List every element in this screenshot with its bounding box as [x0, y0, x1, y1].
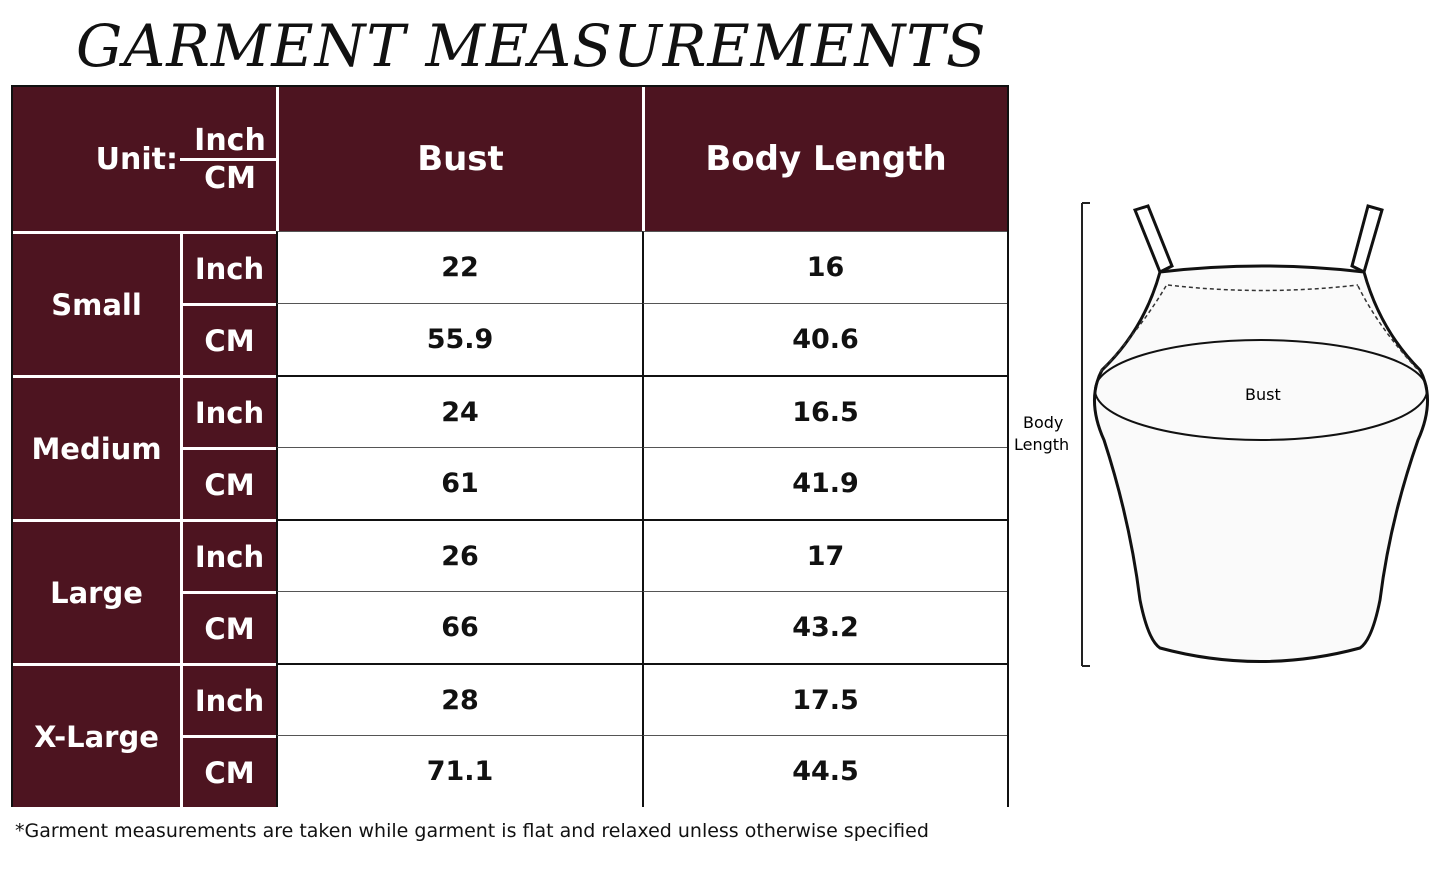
- unit-label: Unit:: [95, 141, 178, 177]
- bust-value: 22: [276, 231, 642, 303]
- bust-value: 66: [276, 591, 642, 663]
- unit-cell: CM: [180, 591, 276, 663]
- page-title: GARMENT MEASUREMENTS: [76, 12, 987, 80]
- unit-cm: CM: [204, 160, 256, 196]
- body-length-value: 16.5: [642, 375, 1007, 447]
- unit-cell: CM: [180, 735, 276, 807]
- bust-value: 61: [276, 447, 642, 519]
- unit-cell: Inch: [180, 375, 276, 447]
- unit-cell: Inch: [180, 231, 276, 303]
- bust-label: Bust: [1245, 385, 1281, 404]
- unit-inch: Inch: [180, 123, 280, 161]
- garment-diagram: Bust Body Length: [1010, 195, 1430, 679]
- size-table: Unit: Inch CM Bust Body Length Small Inch 2…: [11, 85, 1009, 807]
- bust-value: 24: [276, 375, 642, 447]
- body-length-value: 41.9: [642, 447, 1007, 519]
- unit-header: Unit: Inch CM: [13, 87, 280, 231]
- body-length-label-2: Length: [1014, 435, 1070, 454]
- body-length-value: 17.5: [642, 663, 1007, 735]
- body-length-label: Body: [1023, 413, 1064, 432]
- body-length-value: 17: [642, 519, 1007, 591]
- unit-cell: Inch: [180, 519, 276, 591]
- unit-cell: CM: [180, 303, 276, 375]
- bust-value: 26: [276, 519, 642, 591]
- bust-value: 55.9: [276, 303, 642, 375]
- unit-cell: CM: [180, 447, 276, 519]
- size-label: Small: [13, 231, 180, 375]
- body-length-value: 44.5: [642, 735, 1007, 807]
- size-label: Large: [13, 519, 180, 663]
- bust-value: 28: [276, 663, 642, 735]
- unit-cell: Inch: [180, 663, 276, 735]
- bust-value: 71.1: [276, 735, 642, 807]
- column-header-body-length: Body Length: [642, 87, 1007, 231]
- size-label: Medium: [13, 375, 180, 519]
- footnote: *Garment measurements are taken while ga…: [15, 820, 929, 842]
- body-length-value: 16: [642, 231, 1007, 303]
- body-length-value: 40.6: [642, 303, 1007, 375]
- body-length-value: 43.2: [642, 591, 1007, 663]
- column-header-bust: Bust: [276, 87, 642, 231]
- size-label: X-Large: [13, 663, 180, 807]
